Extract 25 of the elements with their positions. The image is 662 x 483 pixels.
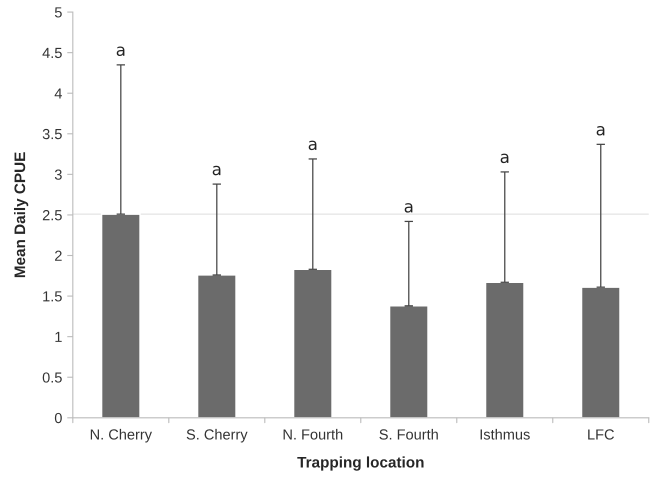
y-tick-label: 2 [55, 250, 62, 261]
y-axis-title: Mean Daily CPUE [14, 152, 28, 278]
annotation: a [116, 46, 124, 56]
y-tick-label: 4 [54, 88, 62, 99]
x-tick-label: N. Fourth [284, 428, 342, 440]
annotation: a [596, 126, 604, 136]
annotation: a [308, 140, 316, 150]
y-tick-label: 4.5 [42, 48, 62, 58]
x-tick-label: N. Cherry [90, 428, 152, 442]
y-tick-label: 2.5 [42, 210, 62, 220]
x-axis-title: Trapping location [297, 456, 424, 471]
x-tick-label: S. Fourth [379, 428, 438, 440]
y-tick-label: 3.5 [42, 128, 62, 140]
y-tick-label: 0 [54, 412, 62, 424]
y-tick-label: 5 [54, 7, 62, 18]
y-tick-label: 3 [54, 169, 62, 180]
x-tick-label: LFC [588, 429, 614, 440]
x-tick-label: S. Cherry [186, 428, 248, 442]
y-tick-label: 1 [55, 332, 62, 342]
x-tick-label: Isthmus [480, 428, 530, 440]
y-tick-label: 1.5 [43, 291, 62, 302]
annotation: a [500, 154, 508, 164]
annotation: a [212, 166, 220, 176]
y-tick-label: 0.5 [42, 372, 62, 383]
annotation: a [404, 203, 412, 213]
